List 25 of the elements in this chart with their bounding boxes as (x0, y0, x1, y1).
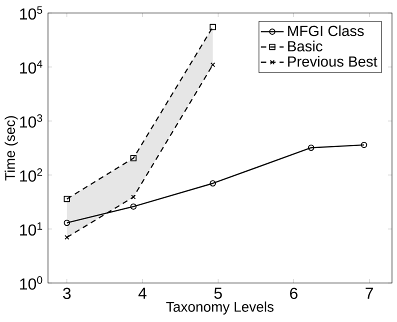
point (210, 24, 216, 30)
x-tick-label: 5 (214, 288, 222, 299)
y-tick-label: 10$^{1}$ (20, 222, 42, 236)
legend-label: MFGI Class (288, 25, 364, 36)
point (210, 180, 216, 187)
point (131, 194, 136, 200)
point (64, 196, 70, 202)
y-tick-label: 10$^{4}$ (20, 60, 42, 74)
y-tick-label: 10$^{3}$ (20, 114, 42, 128)
x-tick-label: 4 (138, 288, 146, 299)
point (130, 203, 137, 210)
legend-label: Previous Best (288, 56, 378, 67)
y-tick-label: 10$^{0}$ (20, 276, 42, 290)
legend-label: Basic (288, 40, 322, 52)
point (210, 62, 216, 68)
y-tick-label: 10$^{5}$ (20, 6, 42, 20)
y-axis-title: Time (sec) (4, 116, 18, 180)
x-tick-label: 6 (290, 288, 298, 300)
point (130, 155, 137, 162)
point (64, 235, 70, 240)
x-tick-label: 3 (63, 288, 71, 300)
point (308, 144, 314, 151)
y-tick-label: 10$^{2}$ (20, 168, 42, 182)
x-tick-label: 7 (366, 288, 373, 299)
x-axis-title: Taxonomy Levels (166, 302, 274, 315)
